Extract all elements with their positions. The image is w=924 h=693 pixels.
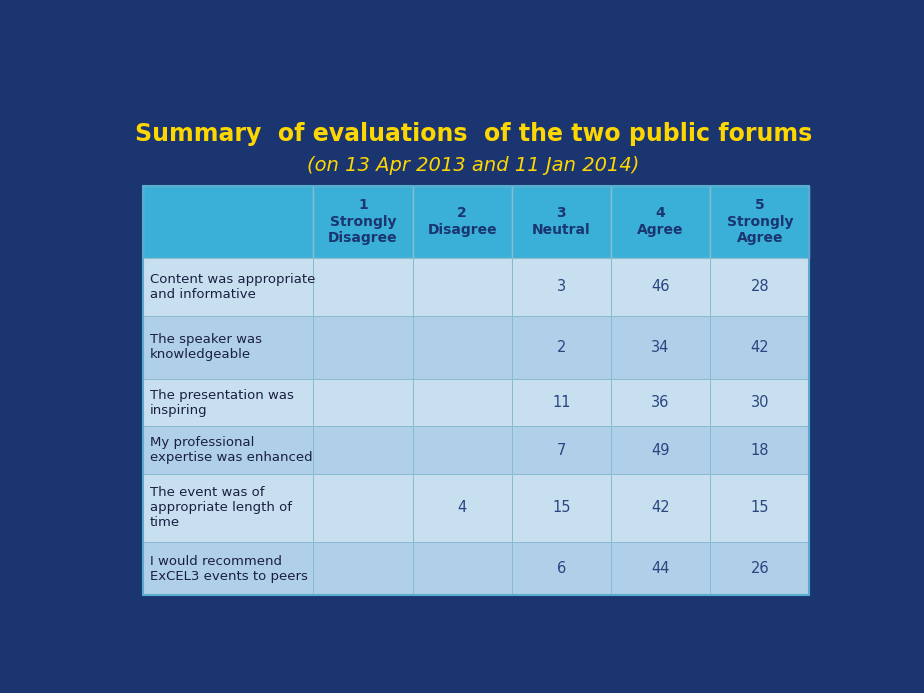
Bar	[413, 542, 512, 595]
Bar	[512, 186, 611, 258]
Text: Summary  of evaluations  of the two public forums: Summary of evaluations of the two public…	[135, 122, 812, 146]
Text: I would recommend
ExCEL3 events to peers: I would recommend ExCEL3 events to peers	[150, 554, 308, 583]
Bar	[313, 542, 413, 595]
Bar	[611, 474, 711, 542]
Bar	[413, 316, 512, 378]
Bar	[142, 474, 313, 542]
Bar	[313, 186, 413, 258]
Bar	[711, 186, 809, 258]
Bar	[142, 426, 313, 474]
Text: 11: 11	[553, 395, 571, 410]
Bar	[313, 378, 413, 426]
Bar	[142, 258, 313, 316]
Text: 30: 30	[750, 395, 769, 410]
Bar	[313, 474, 413, 542]
Bar	[413, 258, 512, 316]
Text: My professional
expertise was enhanced: My professional expertise was enhanced	[150, 437, 312, 464]
Bar	[611, 426, 711, 474]
Bar	[611, 316, 711, 378]
Text: 18: 18	[750, 443, 769, 458]
Bar	[142, 316, 313, 378]
Text: 6: 6	[557, 561, 566, 576]
Bar	[142, 186, 809, 595]
Bar	[512, 426, 611, 474]
Text: The event was of
appropriate length of
time: The event was of appropriate length of t…	[150, 486, 292, 529]
Text: 34: 34	[651, 340, 670, 355]
Text: 4: 4	[457, 500, 467, 516]
Bar	[313, 316, 413, 378]
Text: 1
Strongly
Disagree: 1 Strongly Disagree	[328, 198, 398, 245]
Text: The speaker was
knowledgeable: The speaker was knowledgeable	[150, 333, 261, 361]
Bar	[142, 542, 313, 595]
Bar	[611, 186, 711, 258]
Bar	[512, 542, 611, 595]
Text: 28: 28	[750, 279, 769, 295]
Text: 36: 36	[651, 395, 670, 410]
Text: Content was appropriate
and informative: Content was appropriate and informative	[150, 273, 315, 301]
Bar	[142, 378, 313, 426]
Bar	[611, 542, 711, 595]
Bar	[413, 474, 512, 542]
Bar	[512, 316, 611, 378]
Text: 3: 3	[557, 279, 566, 295]
Bar	[413, 186, 512, 258]
Bar	[611, 258, 711, 316]
Bar	[313, 426, 413, 474]
Bar	[413, 426, 512, 474]
Bar	[711, 258, 809, 316]
Text: 3
Neutral: 3 Neutral	[532, 207, 590, 237]
Text: 44: 44	[651, 561, 670, 576]
Text: 15: 15	[553, 500, 571, 516]
Bar	[512, 474, 611, 542]
Bar	[611, 378, 711, 426]
Bar	[413, 378, 512, 426]
Bar	[142, 186, 313, 258]
Text: 42: 42	[750, 340, 769, 355]
Bar	[711, 474, 809, 542]
Text: 5
Strongly
Agree: 5 Strongly Agree	[726, 198, 793, 245]
Bar	[711, 426, 809, 474]
Text: 2
Disagree: 2 Disagree	[428, 207, 497, 237]
Bar	[711, 542, 809, 595]
Bar	[512, 258, 611, 316]
Text: The presentation was
inspiring: The presentation was inspiring	[150, 389, 294, 416]
Bar	[313, 258, 413, 316]
Text: 46: 46	[651, 279, 670, 295]
Bar	[711, 378, 809, 426]
Text: 7: 7	[556, 443, 566, 458]
Text: (on 13 Apr 2013 and 11 Jan 2014): (on 13 Apr 2013 and 11 Jan 2014)	[308, 157, 639, 175]
Text: 49: 49	[651, 443, 670, 458]
Text: 15: 15	[750, 500, 769, 516]
Text: 4
Agree: 4 Agree	[638, 207, 684, 237]
Bar	[711, 316, 809, 378]
Text: 26: 26	[750, 561, 769, 576]
Bar	[512, 378, 611, 426]
Text: 42: 42	[651, 500, 670, 516]
Text: 2: 2	[556, 340, 566, 355]
